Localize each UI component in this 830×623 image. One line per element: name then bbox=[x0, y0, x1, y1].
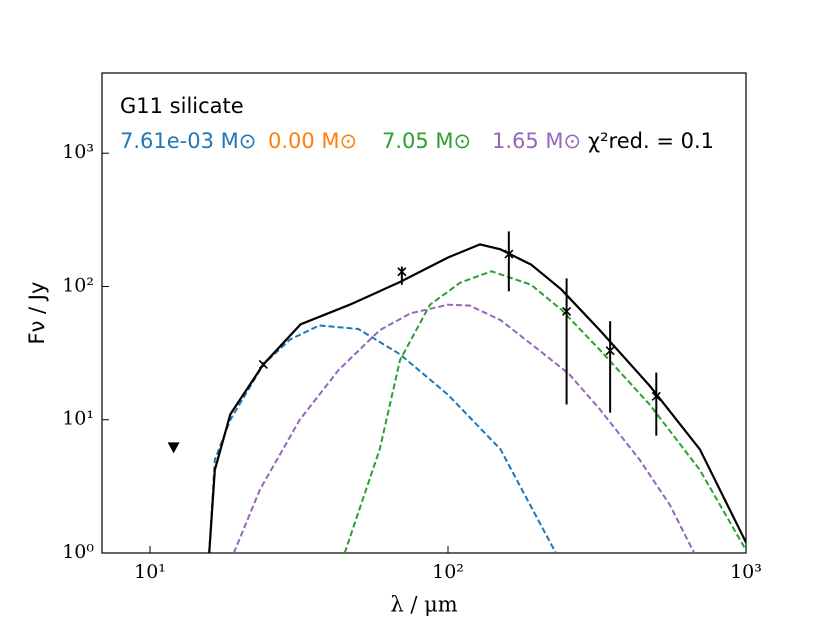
legend-entry: 7.61e-03 M⊙ bbox=[120, 129, 256, 153]
upper-limit bbox=[167, 442, 180, 454]
x-axis-label: λ / μm bbox=[390, 593, 457, 617]
x-tick-label: 10³ bbox=[730, 561, 762, 583]
sed-curve bbox=[208, 243, 746, 553]
data-point bbox=[258, 359, 268, 370]
annotation: G11 silicate bbox=[120, 94, 244, 118]
x-tick-label: 10¹ bbox=[134, 561, 166, 583]
data-point bbox=[504, 249, 514, 259]
y-axis-label: Fν / Jy bbox=[25, 282, 49, 345]
plot-area bbox=[208, 243, 746, 553]
data-point bbox=[651, 391, 661, 401]
y-tick-label: 10⁰ bbox=[62, 541, 94, 563]
data-point bbox=[605, 346, 615, 356]
data-point bbox=[562, 306, 572, 316]
y-tick-label: 10³ bbox=[62, 141, 94, 163]
sed-curve bbox=[232, 303, 696, 553]
y-tick-label: 10² bbox=[62, 274, 94, 296]
legend-entry: 0.00 M⊙ bbox=[268, 129, 357, 153]
data-point bbox=[397, 267, 407, 277]
y-tick-label: 10¹ bbox=[62, 408, 94, 430]
x-tick-label: 10² bbox=[432, 561, 464, 583]
sed-curve bbox=[343, 270, 746, 553]
legend-entry: 7.05 M⊙ bbox=[382, 129, 471, 153]
legend-entry: 1.65 M⊙ bbox=[492, 129, 581, 153]
plot-frame bbox=[101, 72, 747, 554]
annotation: χ²red. = 0.1 bbox=[588, 129, 714, 153]
